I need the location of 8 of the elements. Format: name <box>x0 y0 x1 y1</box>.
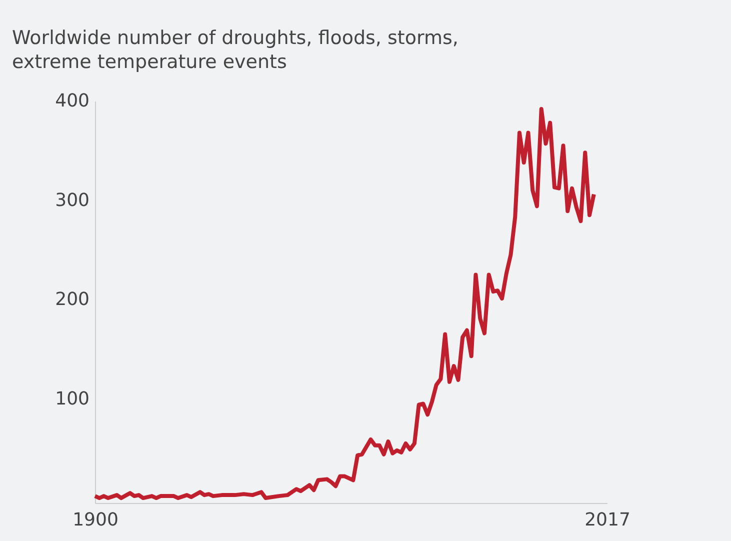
y-tick-label: 400 <box>55 90 90 112</box>
x-tick-label: 1900 <box>72 510 118 530</box>
y-tick-label: 200 <box>55 289 90 310</box>
chart-title: Worldwide number of droughts, floods, storms, extreme temperature events <box>12 27 458 73</box>
line-series <box>93 106 596 500</box>
y-tick-label: 300 <box>55 190 90 211</box>
y-tick-label: 100 <box>55 388 90 410</box>
x-tick-label: 2017 <box>584 510 630 530</box>
